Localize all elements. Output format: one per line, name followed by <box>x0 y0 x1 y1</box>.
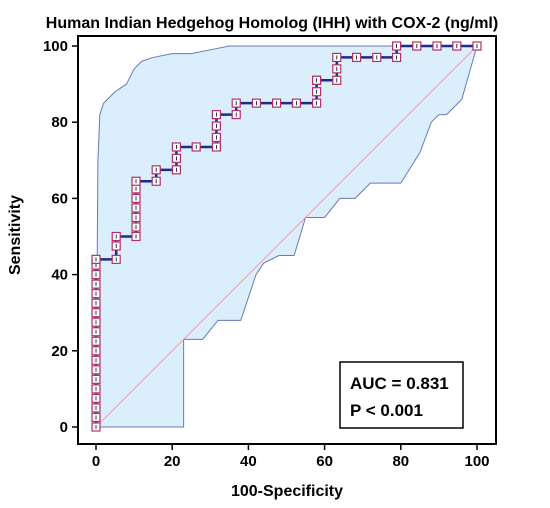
roc-point <box>131 231 141 242</box>
x-tick-label: 0 <box>92 453 100 470</box>
x-tick-label: 20 <box>164 453 181 470</box>
roc-point <box>111 231 121 242</box>
chart-title: Human Indian Hedgehog Homolog (IHH) with… <box>46 15 498 32</box>
p-value-text: P < 0.001 <box>350 401 423 420</box>
roc-point <box>332 52 342 63</box>
y-tick-label: 60 <box>51 190 68 207</box>
roc-curve <box>94 44 477 427</box>
roc-point <box>171 153 181 163</box>
roc-point <box>91 365 101 375</box>
roc-point <box>111 254 121 264</box>
roc-point <box>91 336 101 346</box>
roc-point <box>91 254 101 264</box>
roc-point <box>91 393 101 404</box>
y-axis-label: Sensitivity <box>7 195 24 275</box>
roc-point <box>332 64 342 74</box>
roc-point <box>131 176 141 186</box>
roc-point <box>251 98 262 108</box>
roc-point <box>311 75 322 85</box>
roc-point <box>131 222 141 232</box>
roc-point <box>91 279 101 289</box>
roc-point <box>91 374 101 384</box>
roc-point <box>452 41 462 51</box>
roc-point <box>231 98 241 108</box>
plot-frame <box>77 35 497 445</box>
roc-point <box>311 87 322 97</box>
roc-point <box>91 317 101 327</box>
roc-point <box>332 75 342 85</box>
roc-point <box>211 142 221 152</box>
roc-point <box>91 412 101 423</box>
roc-point <box>131 193 141 203</box>
roc-point <box>171 142 181 152</box>
x-tick-label: 100 <box>464 453 489 470</box>
y-tick-label: 100 <box>43 38 68 55</box>
roc-point <box>91 346 101 356</box>
roc-point <box>432 41 442 51</box>
roc-point <box>311 98 322 108</box>
roc-point <box>91 422 101 432</box>
y-tick-label: 20 <box>51 343 68 360</box>
roc-point <box>151 176 161 186</box>
roc-point <box>91 308 101 318</box>
roc-point <box>91 298 101 308</box>
roc-point <box>91 403 101 413</box>
x-axis-label: 100-Specificity <box>231 483 343 500</box>
roc-point <box>211 132 221 143</box>
roc-point <box>191 142 201 152</box>
y-tick-label: 0 <box>60 419 68 436</box>
roc-point <box>91 270 101 280</box>
roc-point <box>111 241 121 251</box>
roc-point <box>151 165 161 175</box>
ci-lower-line <box>96 45 478 428</box>
roc-point <box>352 52 362 63</box>
roc-point <box>211 121 221 131</box>
roc-point <box>472 41 482 51</box>
roc-point <box>131 203 141 213</box>
y-tick-label: 40 <box>51 267 68 284</box>
roc-point <box>231 109 241 120</box>
roc-point <box>392 52 402 63</box>
reference-diagonal <box>95 45 478 428</box>
roc-point <box>131 212 141 223</box>
x-tick-label: 40 <box>240 453 257 470</box>
roc-point <box>91 355 101 365</box>
roc-point <box>211 109 221 120</box>
roc-point <box>171 165 181 175</box>
roc-point <box>91 289 101 299</box>
roc-point <box>131 184 141 194</box>
roc-point <box>91 384 101 394</box>
roc-point <box>412 41 422 51</box>
stats-box <box>339 361 464 429</box>
x-tick-label: 60 <box>316 453 333 470</box>
y-tick-label: 80 <box>51 114 68 131</box>
x-tick-label: 80 <box>392 453 409 470</box>
ci-upper-line <box>95 45 477 428</box>
auc-text: AUC = 0.831 <box>350 374 449 393</box>
roc-point <box>91 327 101 337</box>
roc-point <box>291 98 302 108</box>
roc-point <box>271 98 282 108</box>
roc-point <box>392 41 402 51</box>
roc-point <box>372 52 382 63</box>
